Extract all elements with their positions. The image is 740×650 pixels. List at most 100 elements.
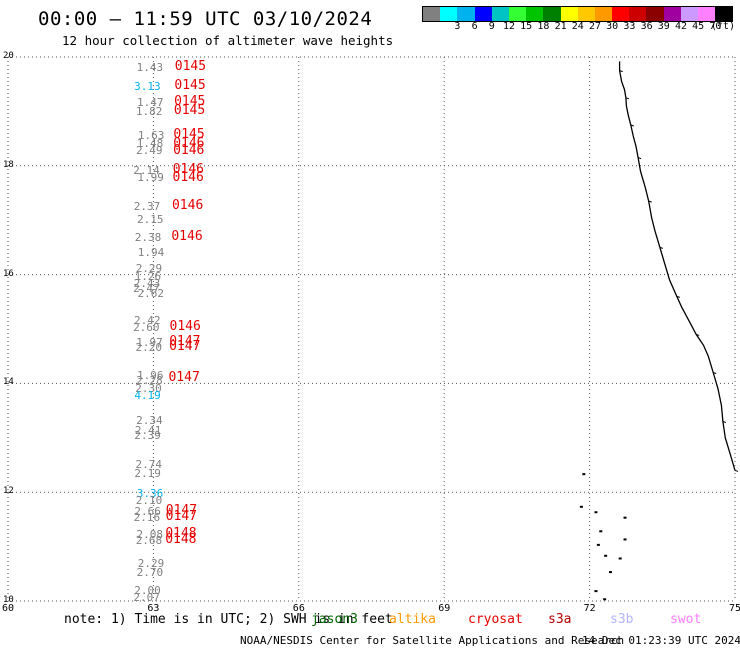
lon-label: 66 bbox=[292, 603, 305, 614]
coast-inlet bbox=[722, 421, 727, 423]
island bbox=[608, 571, 612, 574]
island bbox=[594, 511, 598, 514]
color-swatch bbox=[543, 7, 561, 21]
swh-value: 2.74 bbox=[135, 458, 163, 471]
swh-value: 4.19 bbox=[134, 389, 161, 403]
swh-value: 2.49 bbox=[135, 143, 163, 157]
lat-label: 20 bbox=[3, 51, 14, 61]
color-swatch bbox=[440, 7, 458, 21]
island bbox=[594, 590, 598, 593]
swh-value: 1.26 bbox=[134, 270, 162, 284]
color-scale-label: 39 bbox=[657, 21, 670, 32]
pass-time: 0145 bbox=[173, 103, 206, 119]
swh-value: 2.29 bbox=[135, 262, 163, 276]
color-scale-label: 6 bbox=[471, 21, 478, 32]
pass-time: 0148 bbox=[165, 525, 197, 541]
units-note: note: 1) Time is in UTC; 2) SWH is in fe… bbox=[64, 612, 393, 627]
swh-value: 2.42 bbox=[133, 314, 161, 328]
swh-value: 2.34 bbox=[136, 414, 163, 428]
color-scale-unit: (ft) bbox=[711, 21, 736, 32]
coast-inlet bbox=[659, 246, 664, 249]
pass-time: 0146 bbox=[171, 197, 204, 213]
coast-inlet bbox=[648, 200, 652, 203]
color-swatch bbox=[423, 7, 441, 21]
lat-label: 18 bbox=[3, 159, 14, 170]
lat-label: 10 bbox=[3, 595, 14, 605]
coast-inlet bbox=[625, 97, 630, 100]
swh-value: 1.43 bbox=[136, 60, 164, 74]
pass-time: 0145 bbox=[174, 94, 206, 110]
color-swatch bbox=[560, 7, 578, 21]
satellite-s3b: s3b bbox=[610, 612, 634, 627]
lon-label: 69 bbox=[438, 603, 451, 614]
color-swatch bbox=[612, 7, 630, 21]
satellite-swot: swot bbox=[670, 612, 702, 627]
swh-value: 2.62 bbox=[137, 287, 164, 301]
pass-time: 0146 bbox=[173, 142, 205, 158]
color-scale-label: 36 bbox=[640, 21, 653, 32]
color-scale-label: 18 bbox=[537, 21, 550, 32]
pass-time: 0146 bbox=[169, 319, 201, 335]
color-scale-label: 27 bbox=[588, 21, 602, 32]
swh-value: 2.00 bbox=[134, 584, 161, 598]
satellite-s3a: s3a bbox=[548, 612, 572, 627]
pass-time: 0146 bbox=[172, 169, 204, 185]
island bbox=[623, 538, 627, 541]
swh-value: 3.36 bbox=[136, 487, 164, 501]
pass-time: 0145 bbox=[174, 58, 207, 74]
color-swatch bbox=[594, 7, 613, 21]
swh-value: 2.29 bbox=[137, 557, 165, 570]
coastline bbox=[618, 61, 736, 471]
color-scale-label: 45 bbox=[692, 21, 705, 32]
satellite-altika: altika bbox=[389, 612, 436, 627]
color-scale bbox=[422, 6, 734, 22]
color-swatch bbox=[457, 7, 475, 21]
coast-inlet bbox=[713, 372, 717, 374]
lat-label: 14 bbox=[3, 377, 14, 388]
color-swatch bbox=[698, 7, 716, 21]
swh-value: 1.48 bbox=[136, 137, 164, 151]
color-swatch bbox=[474, 7, 492, 21]
lat-label: 12 bbox=[3, 486, 14, 497]
satellite-cryosat: cryosat bbox=[468, 612, 523, 627]
color-swatch bbox=[715, 7, 733, 21]
pass-time: 0146 bbox=[171, 228, 203, 244]
coast-inlet bbox=[619, 70, 623, 73]
swh-value: 2.15 bbox=[137, 213, 164, 227]
color-scale-label: 9 bbox=[488, 21, 495, 32]
pass-time: 0148 bbox=[165, 532, 197, 548]
island bbox=[623, 516, 627, 519]
swh-value: 2.68 bbox=[135, 534, 163, 548]
island bbox=[579, 505, 583, 508]
color-swatch bbox=[508, 7, 527, 21]
swh-value: 1.82 bbox=[135, 105, 163, 119]
swh-value: 1.99 bbox=[137, 171, 164, 185]
swh-value: 2.66 bbox=[134, 505, 161, 519]
swh-value: 1.63 bbox=[137, 128, 165, 142]
lon-label: 72 bbox=[583, 603, 596, 614]
color-scale-label: 3 bbox=[454, 21, 461, 32]
color-swatch bbox=[680, 7, 698, 21]
island bbox=[618, 557, 622, 560]
swh-value: 1.47 bbox=[137, 96, 164, 110]
swh-value: 2.70 bbox=[136, 565, 164, 579]
credit-line: NOAA/NESDIS Center for Satellite Applica… bbox=[240, 634, 625, 647]
swh-value: 2.08 bbox=[136, 527, 164, 541]
island bbox=[599, 530, 603, 533]
color-swatch bbox=[629, 7, 647, 21]
island bbox=[603, 598, 607, 601]
swh-value: 1.97 bbox=[136, 335, 163, 349]
swh-value: 2.30 bbox=[135, 381, 162, 395]
color-scale-label: 33 bbox=[623, 21, 636, 32]
swh-value: 2.19 bbox=[134, 466, 161, 480]
swh-value: 2.47 bbox=[133, 281, 160, 295]
pass-time: 0147 bbox=[169, 339, 201, 355]
map-subtitle: 12 hour collection of altimeter wave hei… bbox=[62, 33, 394, 48]
coast-inlet bbox=[637, 157, 642, 160]
color-scale-label: 12 bbox=[502, 21, 516, 32]
color-swatch bbox=[663, 7, 681, 21]
pass-time: 0147 bbox=[169, 334, 201, 350]
lon-label: 63 bbox=[147, 603, 160, 614]
pass-time: 0145 bbox=[173, 126, 205, 142]
